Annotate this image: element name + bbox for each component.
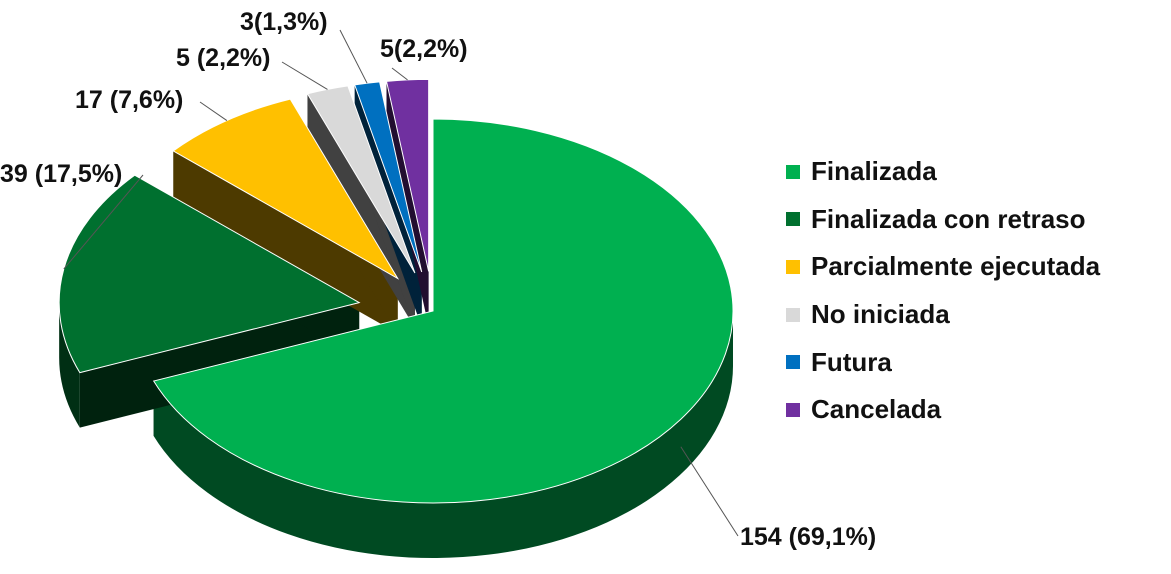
data-label: 5(2,2%)	[380, 35, 468, 63]
legend-item-parcialmente-ejecutada: Parcialmente ejecutada	[786, 243, 1100, 291]
leader-line	[281, 61, 328, 90]
leader-line	[199, 101, 228, 121]
data-labels: 154 (69,1%) 39 (17,5%) 17 (7,6%) 5 (2,2%) 3(…	[0, 8, 876, 551]
data-label: 39 (17,5%)	[0, 160, 122, 188]
legend-swatch	[786, 307, 800, 322]
slice-futura	[353, 81, 423, 273]
legend-swatch	[786, 212, 800, 227]
leader-line	[63, 174, 144, 270]
leader-line	[680, 446, 739, 537]
legend: Finalizada Finalizada con retraso Parcia…	[786, 148, 1100, 434]
slice-rim	[153, 311, 733, 559]
data-label: 5 (2,2%)	[176, 44, 270, 72]
legend-item-finalizada-con-retraso: Finalizada con retraso	[786, 196, 1100, 244]
slice-rim	[59, 302, 80, 428]
legend-swatch	[786, 402, 800, 417]
legend-item-finalizada: Finalizada	[786, 148, 1100, 196]
leader-line	[339, 29, 368, 84]
legend-label: Parcialmente ejecutada	[811, 251, 1101, 282]
legend-label: Cancelada	[811, 394, 942, 425]
legend-swatch	[786, 355, 800, 370]
legend-swatch	[786, 164, 800, 179]
legend-item-cancelada: Cancelada	[786, 386, 1100, 434]
leader-line	[391, 67, 408, 81]
slice-wall	[386, 81, 429, 327]
legend-item-no-iniciada: No iniciada	[786, 291, 1100, 339]
legend-label: Finalizada	[811, 156, 937, 187]
data-label: 3(1,3%)	[240, 8, 328, 36]
leader-lines	[63, 29, 739, 537]
legend-swatch	[786, 259, 800, 274]
data-label: 154 (69,1%)	[740, 523, 876, 551]
slice-finalizada	[152, 118, 734, 504]
slice-wall	[173, 150, 398, 334]
data-label: 17 (7,6%)	[75, 86, 183, 114]
legend-label: Futura	[811, 346, 892, 377]
pie-tops	[58, 78, 734, 504]
legend-label: Finalizada con retraso	[811, 203, 1086, 234]
legend-item-futura: Futura	[786, 338, 1100, 386]
legend-label: No iniciada	[811, 299, 950, 330]
